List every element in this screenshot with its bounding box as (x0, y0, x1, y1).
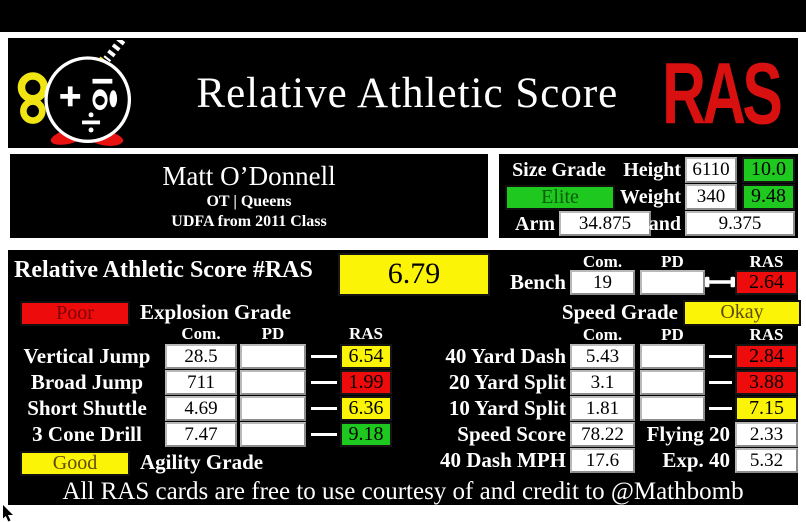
speed-grade-label: Speed Grade (561, 300, 678, 324)
pd-value (240, 396, 306, 421)
metric-label: Exp. 40 (662, 448, 730, 472)
height-ras: 10.0 (742, 157, 795, 183)
size-grade-box: Size Grade Height 6110 10.0 Elite Weight… (497, 152, 800, 240)
top-black-bar (0, 0, 806, 32)
com-value: 28.5 (165, 344, 237, 369)
explosion-grade-pill: Poor (20, 301, 130, 326)
com-value: 1.81 (570, 396, 635, 421)
connector-line (311, 433, 337, 436)
metric-label: Flying 20 (646, 422, 730, 446)
ras-score-value: 6.79 (338, 253, 490, 296)
speed-score-value: 78.22 (570, 422, 635, 447)
page-title: Relative Athletic Score (196, 69, 619, 117)
com-value: 7.47 (165, 422, 237, 447)
com-value: 3.1 (570, 370, 635, 395)
ras-value: 2.84 (735, 344, 798, 369)
col-header-pd: PD (261, 324, 285, 343)
col-header-com: Com. (582, 252, 623, 271)
metric-label: 3 Cone Drill (32, 422, 142, 446)
col-header-com: Com. (181, 324, 221, 343)
card-header: Relative Athletic Score RAS (8, 38, 798, 148)
arm-value: 34.875 (559, 211, 651, 236)
agility-grade-label: Agility Grade (140, 450, 264, 474)
size-grade-pill: Elite (505, 185, 615, 210)
ras-value: 6.54 (340, 344, 392, 369)
player-info-box: Matt O’Donnell OT | Queens UDFA from 201… (8, 152, 490, 240)
player-name: Matt O’Donnell (162, 161, 336, 191)
dumbbell-icon (705, 274, 735, 295)
player-draft-class: UDFA from 2011 Class (171, 213, 327, 230)
pd-value (240, 422, 306, 447)
connector-line (709, 355, 732, 358)
col-header-com: Com. (582, 325, 623, 344)
mathbomb-logo-icon (8, 38, 158, 148)
metric-label: 10 Yard Split (448, 396, 566, 420)
connector-line (311, 355, 337, 358)
size-grade-label: Size Grade (512, 159, 606, 181)
col-header-ras: RAS (749, 252, 784, 271)
exp-40-value: 5.32 (735, 448, 798, 473)
com-value: 19 (570, 270, 635, 295)
col-header-ras: RAS (749, 325, 784, 344)
col-header-pd: PD (661, 252, 684, 271)
dash-mph-value: 17.6 (570, 448, 635, 473)
ras-value: 3.88 (735, 370, 798, 395)
mouse-cursor-icon (1, 505, 15, 522)
col-header-pd: PD (661, 325, 684, 344)
weight-ras: 9.48 (742, 184, 795, 210)
footer-credit: All RAS cards are free to use courtesy o… (62, 478, 744, 505)
pd-value (640, 344, 705, 369)
agility-grade-pill: Good (20, 451, 130, 476)
explosion-grade-label: Explosion Grade (140, 300, 292, 324)
height-value: 6110 (685, 157, 737, 183)
com-value: 5.43 (570, 344, 635, 369)
metric-label: 20 Yard Split (448, 370, 566, 394)
hand-label: Hand (633, 213, 681, 235)
height-label: Height (623, 159, 681, 181)
pd-value (640, 270, 705, 295)
weight-value: 340 (685, 184, 737, 210)
connector-line (311, 407, 337, 410)
col-header-ras: RAS (348, 324, 383, 343)
connector-line (709, 381, 732, 384)
com-value: 4.69 (165, 396, 237, 421)
pd-value (640, 370, 705, 395)
ras-value: 7.15 (735, 396, 798, 421)
metric-label: Broad Jump (30, 370, 144, 394)
flying-20-value: 2.33 (735, 422, 798, 447)
ras-value: 6.36 (340, 396, 392, 421)
metric-label: Vertical Jump (23, 344, 151, 368)
main-metrics-box: Relative Athletic Score #RAS 6.79 Poor E… (8, 250, 801, 505)
ras-logo: RAS (661, 44, 783, 142)
pd-value (240, 344, 306, 369)
weight-label: Weight (619, 186, 681, 208)
metric-label: 40 Yard Dash (445, 344, 566, 368)
bench-label: Bench (509, 270, 566, 294)
pd-value (240, 370, 306, 395)
arm-label: Arm (515, 213, 555, 235)
connector-line (709, 407, 732, 410)
pd-value (640, 396, 705, 421)
ras-value: 1.99 (340, 370, 392, 395)
ras-score-label: Relative Athletic Score #RAS (14, 257, 313, 283)
metric-label: Short Shuttle (27, 396, 147, 420)
player-position-team: OT | Queens (206, 193, 292, 210)
ras-value: 2.64 (735, 270, 798, 295)
ras-value: 9.18 (340, 422, 392, 447)
speed-grade-pill: Okay (683, 300, 801, 326)
metric-label: 40 Dash MPH (440, 448, 566, 472)
metric-label: Speed Score (457, 422, 566, 446)
com-value: 711 (165, 370, 237, 395)
connector-line (311, 381, 337, 384)
hand-value: 9.375 (685, 211, 795, 236)
